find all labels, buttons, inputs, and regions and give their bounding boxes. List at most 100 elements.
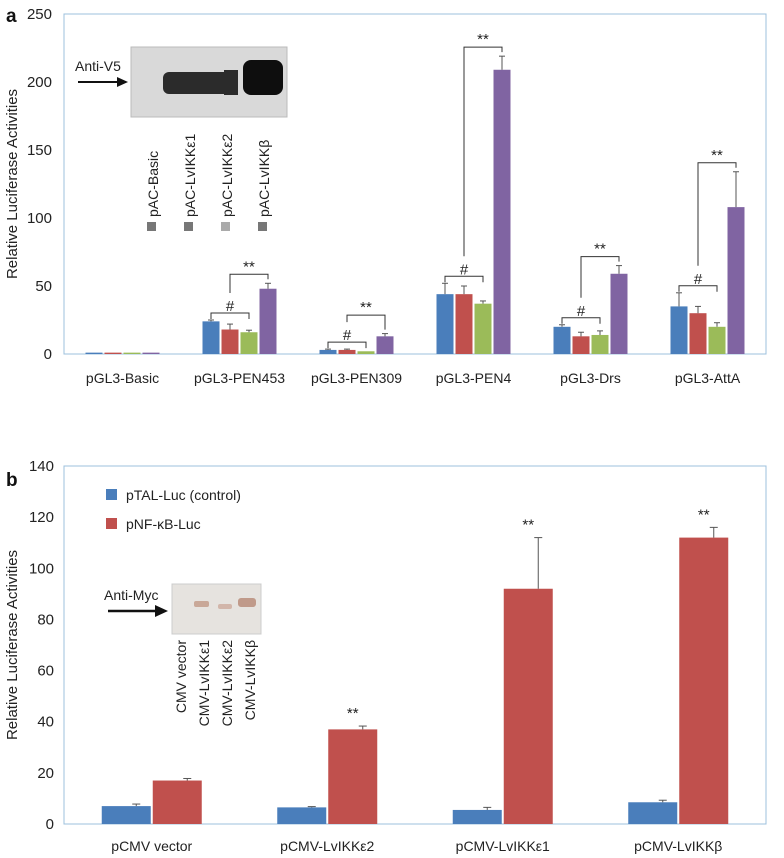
hash-bracket xyxy=(678,285,718,292)
panel-a-y-tick-label: 0 xyxy=(44,346,52,363)
bar-pgl3-pen453-pac-lvikk-2 xyxy=(240,332,258,354)
panel-b-x-tick-label: pCMV vector xyxy=(111,838,192,854)
bar-pgl3-drs-pac-lvikk-1 xyxy=(572,336,590,354)
panel-b-y-axis-label: Relative Luciferase Activities xyxy=(4,550,21,740)
significance-stars: ** xyxy=(711,147,723,164)
bar-pgl3-pen309-pac-lvikk xyxy=(376,336,394,354)
bar-pgl3-drs-pac-lvikk-2 xyxy=(591,334,609,354)
myc-band-3 xyxy=(238,598,256,607)
bar-pgl3-atta-pac-lvikk-1 xyxy=(689,313,707,354)
panel-a-plot-frame xyxy=(63,13,767,355)
myc-lane-label: CMV-LvIKKε2 xyxy=(219,640,235,727)
significance-stars: ** xyxy=(594,241,606,258)
bar-pgl3-atta-pac-lvikk-2 xyxy=(708,326,726,354)
hash-bracket xyxy=(327,341,367,349)
panel-a-x-tick-label: pGL3-PEN309 xyxy=(311,370,402,386)
panel-a-y-tick-label: 100 xyxy=(27,210,52,227)
legend-swatch-nfkb xyxy=(106,518,117,529)
legend-label-control: pTAL-Luc (control) xyxy=(126,487,241,503)
bar-pcmv-lvikk-pnf-b-luc xyxy=(679,537,729,824)
bar-pgl3-drs-pac-lvikk xyxy=(610,273,628,354)
myc-band-1 xyxy=(194,601,209,607)
hash-marker: # xyxy=(460,261,469,278)
panel-b-y-tick-label: 0 xyxy=(46,816,54,833)
blot-band-1 xyxy=(163,72,235,94)
v5-arrow-icon xyxy=(117,77,128,87)
panel-a-x-labels: pGL3-Basic pGL3-PEN453 pGL3-PEN309 pGL3-PEN… xyxy=(86,370,741,386)
v5-lane-label: pAC-LvIKKε2 xyxy=(219,134,235,217)
bar-pgl3-pen453-pac-lvikk xyxy=(259,288,277,354)
significance-bracket xyxy=(580,256,620,298)
panel-b-y-tick-label: 80 xyxy=(37,611,54,628)
panel-a-blot-lane-labels: pAC-Basic pAC-LvIKKε1 pAC-LvIKKε2 pAC-LvIKK… xyxy=(145,134,272,231)
significance-stars: ** xyxy=(698,506,710,523)
significance-bracket xyxy=(463,46,503,257)
bar-pcmv-vector-pnf-b-luc xyxy=(152,780,202,824)
significance-bracket xyxy=(697,162,737,266)
panel-b-letter: b xyxy=(6,470,18,491)
hash-bracket xyxy=(444,275,484,283)
panel-a-y-tick-label: 50 xyxy=(35,278,52,295)
panel-b-legend: pTAL-Luc (control) pNF-κB-Luc xyxy=(106,487,241,532)
hash-marker: # xyxy=(226,298,235,315)
panel-a-blot-inset: Anti-V5 xyxy=(75,46,288,118)
legend-swatch-control xyxy=(106,489,117,500)
bar-pgl3-basic-pac-lvikk-1 xyxy=(104,352,122,354)
anti-v5-label: Anti-V5 xyxy=(75,58,121,74)
bar-pgl3-atta-pac-lvikk xyxy=(727,207,745,354)
anti-myc-label: Anti-Myc xyxy=(104,587,158,603)
myc-band-2 xyxy=(218,604,232,609)
bar-pgl3-pen453-pac-lvikk-1 xyxy=(221,329,239,354)
panel-a-y-tick-label: 150 xyxy=(27,142,52,159)
hash-bracket xyxy=(210,312,250,319)
v5-lane-label: pAC-LvIKKε1 xyxy=(182,134,198,217)
panel-b-y-tick-label: 140 xyxy=(29,458,54,475)
panel-b-bars xyxy=(101,526,729,824)
bar-pgl3-pen4-pac-lvikk xyxy=(493,69,511,354)
significance-stars: ** xyxy=(360,299,372,316)
panel-b-x-tick-label: pCMV-LvIKKβ xyxy=(634,838,722,854)
lane-marker-square xyxy=(221,222,230,231)
v5-lane-label: pAC-Basic xyxy=(145,151,161,217)
bar-pcmv-vector-ptal-luc-control xyxy=(101,806,151,824)
panel-b-y-tick-label: 20 xyxy=(37,765,54,782)
bar-pcmv-lvikk-2-ptal-luc-control xyxy=(277,807,327,824)
hash-bracket xyxy=(561,317,601,324)
myc-lane-label: CMV-LvIKKβ xyxy=(242,640,258,720)
panel-a-letter: a xyxy=(6,6,17,27)
lane-marker-square xyxy=(147,222,156,231)
significance-stars: ** xyxy=(522,517,534,534)
bar-pgl3-drs-pac-basic xyxy=(553,326,571,354)
myc-arrow-icon xyxy=(155,605,168,617)
panel-a-x-tick-label: pGL3-Drs xyxy=(560,370,621,386)
panel-b-x-labels: pCMV vector pCMV-LvIKKε2 pCMV-LvIKKε1 pCMV-… xyxy=(111,838,722,854)
panel-a-y-axis: 0 50 100 150 200 250 xyxy=(27,6,52,363)
hash-marker: # xyxy=(343,327,352,344)
panel-a-y-tick-label: 250 xyxy=(27,6,52,23)
myc-lane-label: CMV-LvIKKε1 xyxy=(196,640,212,727)
bar-pgl3-pen309-pac-lvikk-2 xyxy=(357,351,375,354)
bar-pcmv-lvikk-ptal-luc-control xyxy=(628,802,678,824)
legend-label-nfkb: pNF-κB-Luc xyxy=(126,516,201,532)
panel-b-blot-lane-labels: CMV vector CMV-LvIKKε1 CMV-LvIKKε2 CMV-LvIK… xyxy=(173,640,258,727)
panel-b-x-tick-label: pCMV-LvIKKε2 xyxy=(280,838,374,854)
panel-a-bars xyxy=(85,55,745,354)
significance-stars: ** xyxy=(243,258,255,275)
blot-band-3 xyxy=(243,60,283,95)
bar-pcmv-lvikk-1-pnf-b-luc xyxy=(503,588,553,824)
lane-marker-square xyxy=(184,222,193,231)
panel-a-x-tick-label: pGL3-AttA xyxy=(675,370,741,386)
bar-pcmv-lvikk-1-ptal-luc-control xyxy=(452,809,502,824)
bar-pgl3-pen4-pac-lvikk-2 xyxy=(474,303,492,354)
panel-a-y-axis-label: Relative Luciferase Activities xyxy=(4,89,21,279)
myc-lane-label: CMV vector xyxy=(173,640,189,713)
bar-pgl3-basic-pac-lvikk xyxy=(142,352,160,354)
panel-b-y-tick-label: 40 xyxy=(37,714,54,731)
bar-pgl3-pen453-pac-basic xyxy=(202,321,220,354)
bar-pcmv-lvikk-2-pnf-b-luc xyxy=(328,729,378,824)
panel-b-blot-inset: Anti-Myc xyxy=(104,583,262,635)
panel-a-x-tick-label: pGL3-PEN4 xyxy=(436,370,512,386)
panel-a-annotations: # ** # ** # ** # ** # ** xyxy=(210,31,737,349)
panel-b-y-tick-label: 60 xyxy=(37,663,54,680)
